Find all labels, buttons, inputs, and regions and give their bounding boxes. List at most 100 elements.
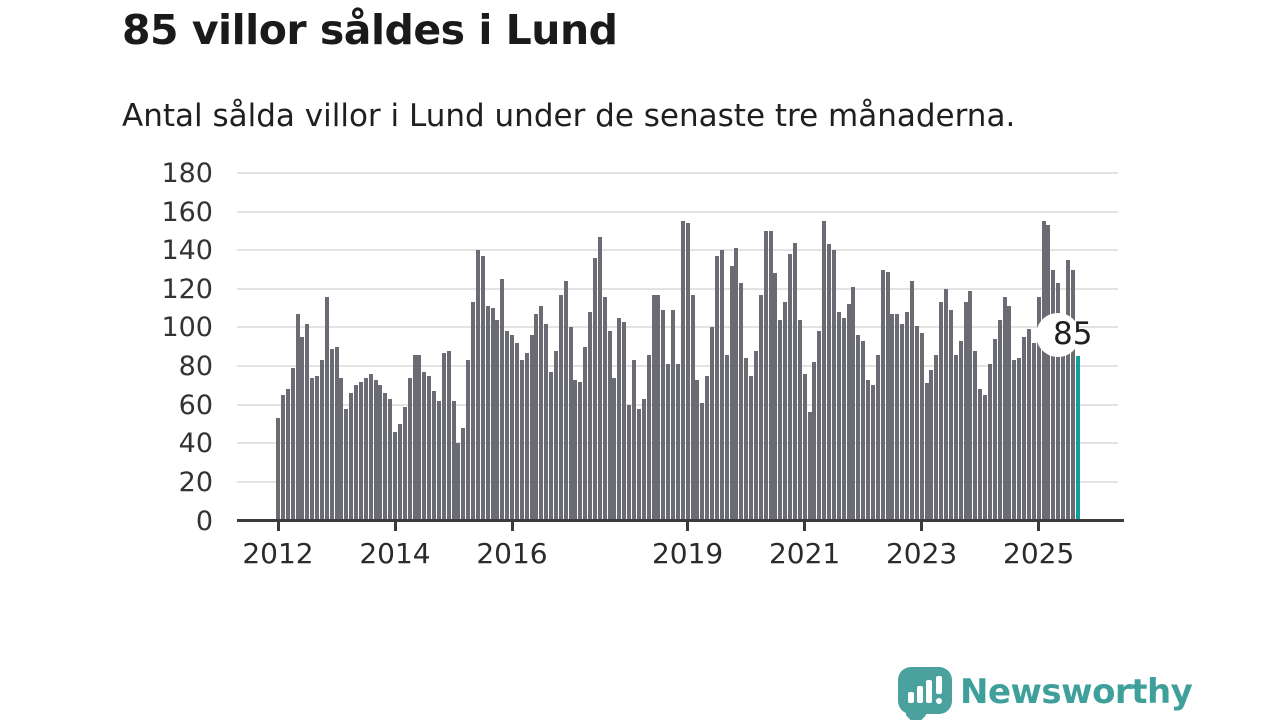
- bar: [383, 393, 388, 521]
- bar: [588, 312, 593, 521]
- bar: [432, 391, 436, 521]
- bar: [870, 385, 875, 521]
- bar: [641, 398, 646, 521]
- bar: [276, 418, 280, 521]
- bar: [500, 279, 505, 521]
- x-axis-tick-label: 2021: [768, 536, 841, 570]
- bar: [924, 383, 929, 521]
- bar: [661, 310, 666, 521]
- bar: [568, 327, 573, 521]
- bar: [827, 244, 831, 521]
- x-axis-tick: [276, 522, 280, 531]
- bar: [480, 256, 485, 521]
- bar: [583, 346, 588, 521]
- bar: [334, 346, 339, 521]
- y-axis-tick-label: 140: [161, 235, 213, 267]
- bar: [802, 373, 807, 521]
- bar: [753, 350, 758, 521]
- gridline: [237, 249, 1118, 252]
- newsworthy-logo-text: Newsworthy: [960, 672, 1193, 712]
- gridline: [237, 210, 1118, 213]
- bar: [734, 248, 739, 521]
- highlighted-bar: [1075, 356, 1080, 521]
- bar: [1070, 269, 1075, 521]
- bar: [719, 250, 724, 521]
- x-axis-tick-label: 2014: [359, 536, 431, 570]
- x-axis-tick: [393, 522, 397, 531]
- bar: [627, 404, 632, 521]
- bar: [592, 257, 597, 521]
- bar: [617, 317, 622, 521]
- bar: [1031, 342, 1036, 521]
- x-axis-tick-label: 2025: [1003, 536, 1075, 570]
- gridline: [237, 326, 1118, 329]
- bar: [407, 377, 412, 521]
- bar: [983, 395, 987, 521]
- bar: [1051, 269, 1056, 521]
- bar: [783, 302, 788, 521]
- bar: [505, 331, 510, 521]
- bar: [534, 313, 539, 521]
- bar: [841, 317, 846, 521]
- newsworthy-logo[interactable]: Newsworthy: [896, 664, 1193, 720]
- bar: [700, 402, 705, 521]
- chart-subtitle: Antal sålda villor i Lund under de senas…: [122, 98, 1016, 134]
- y-axis-tick-label: 180: [161, 158, 213, 189]
- bar: [397, 424, 402, 521]
- bar: [905, 312, 909, 521]
- bar: [549, 371, 554, 521]
- bar: [636, 408, 641, 521]
- bar: [495, 319, 500, 521]
- bar: [622, 321, 627, 521]
- x-axis-tick: [686, 522, 690, 531]
- bar: [544, 323, 549, 521]
- x-axis-tick: [920, 522, 924, 531]
- bar: [836, 312, 841, 521]
- bar: [651, 294, 656, 521]
- bar: [710, 327, 714, 521]
- bar: [875, 354, 880, 521]
- bar: [992, 339, 997, 521]
- bar: [958, 341, 963, 521]
- bar: [666, 364, 671, 521]
- bar: [519, 360, 524, 521]
- bar: [890, 313, 895, 521]
- bar: [1017, 358, 1022, 521]
- bar: [378, 385, 383, 521]
- bar: [675, 364, 680, 521]
- bar: [1007, 306, 1012, 521]
- value-label-background: [1036, 313, 1080, 357]
- bar: [354, 385, 358, 521]
- bar: [831, 250, 836, 521]
- bar: [724, 354, 729, 521]
- bar: [607, 331, 612, 521]
- bar: [612, 377, 617, 521]
- bar: [671, 310, 675, 521]
- y-axis-tick-label: 60: [178, 389, 213, 421]
- bar: [485, 306, 490, 521]
- x-axis-tick: [803, 522, 807, 531]
- bar: [729, 265, 734, 521]
- bar: [739, 283, 744, 521]
- bar: [1056, 283, 1061, 521]
- bar: [944, 288, 948, 521]
- gridline: [237, 287, 1118, 290]
- bar: [680, 221, 685, 521]
- bar: [797, 319, 802, 521]
- bar: [948, 310, 953, 521]
- bar: [1022, 337, 1026, 521]
- bar: [812, 362, 817, 521]
- bar: [300, 337, 305, 521]
- bar: [573, 379, 578, 521]
- x-axis-line: [237, 519, 1124, 522]
- bar: [929, 369, 934, 521]
- bar: [446, 350, 451, 521]
- y-axis-tick-label: 20: [178, 466, 213, 498]
- x-axis-tick-label: 2016: [476, 536, 548, 570]
- bar: [1041, 221, 1046, 521]
- bar: [919, 333, 924, 521]
- bar: [963, 302, 968, 521]
- bar: [280, 395, 285, 521]
- bar: [412, 354, 417, 521]
